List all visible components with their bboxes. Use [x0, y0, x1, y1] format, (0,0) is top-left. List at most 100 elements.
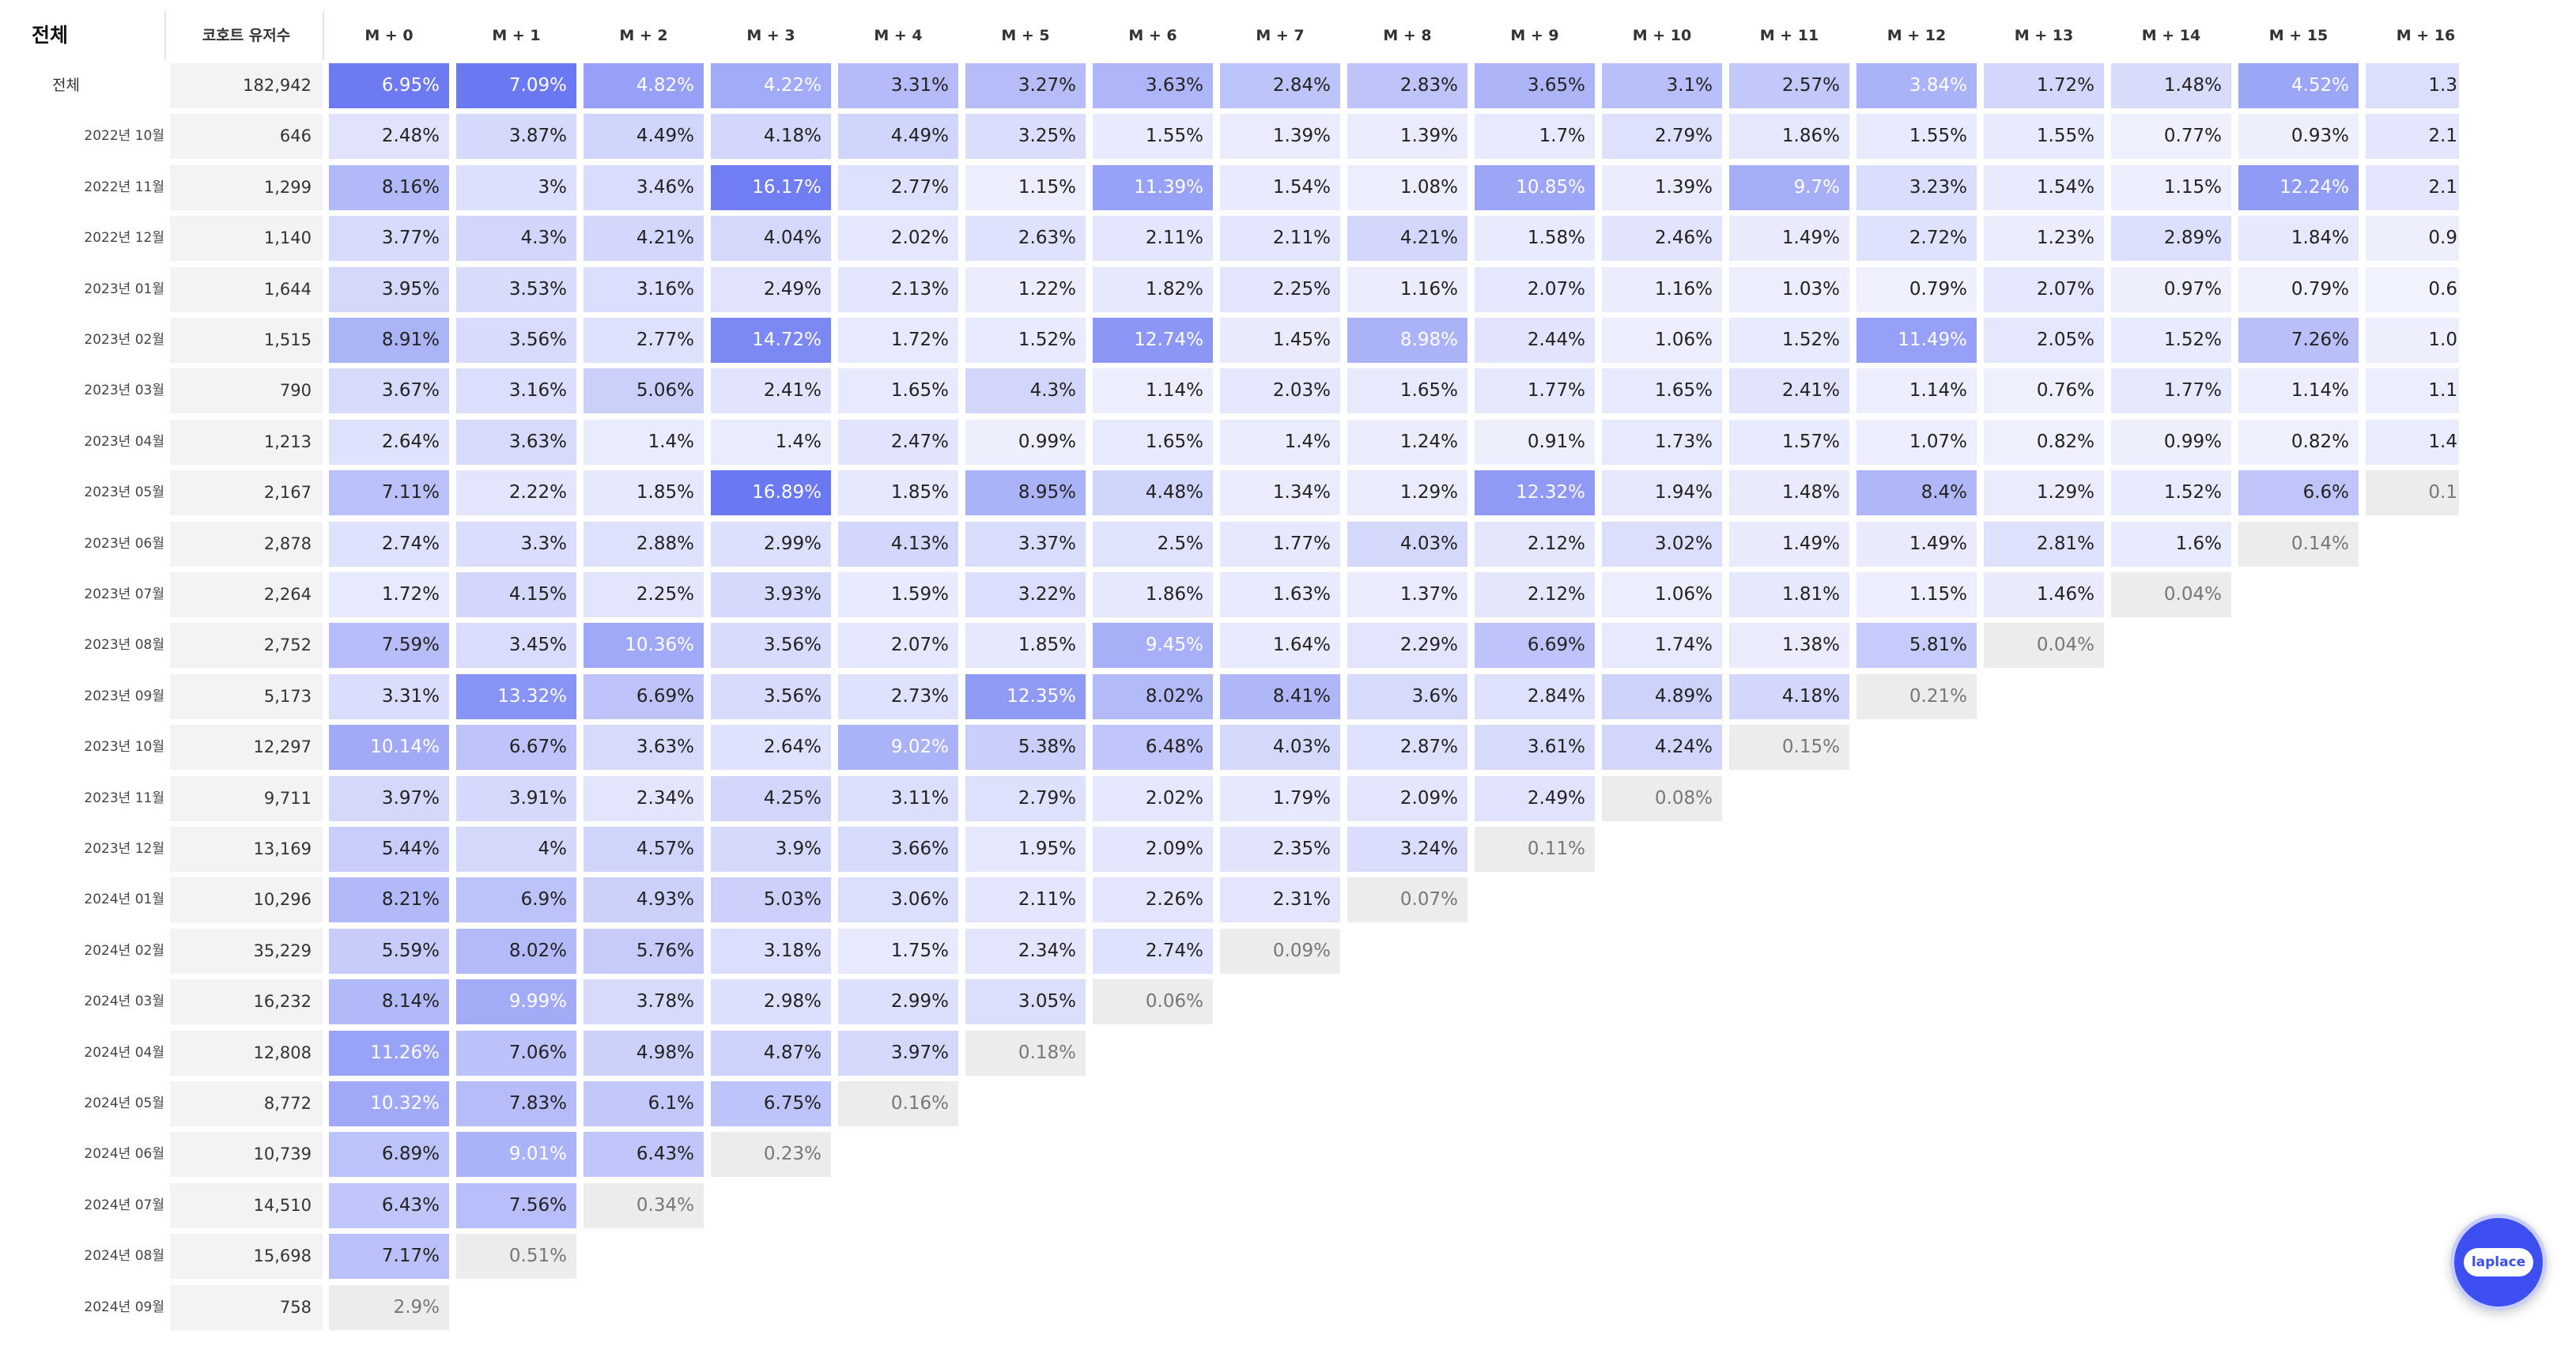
retention-cell: 2.12%: [1475, 572, 1595, 617]
retention-cell: 14.72%: [711, 318, 831, 363]
column-header: M + 6: [1128, 27, 1177, 44]
retention-cell: 2.1: [2366, 114, 2459, 160]
retention-cell: 3.56%: [711, 623, 831, 669]
retention-cell: 1.16%: [1347, 266, 1467, 312]
cohort-count: 12,808: [170, 1030, 323, 1076]
retention-cell: 0.15%: [1729, 725, 1849, 771]
retention-cell: 1.39%: [1347, 114, 1467, 160]
retention-cell: 0.23%: [711, 1132, 831, 1178]
retention-cell: 2.03%: [1220, 368, 1340, 414]
retention-cell: 1.6%: [2111, 521, 2231, 567]
retention-cell: 7.83%: [456, 1081, 576, 1126]
retention-cell: 1.08%: [1347, 164, 1467, 210]
retention-cell: 3.56%: [456, 318, 576, 363]
header-divider: [164, 11, 166, 60]
column-header: M + 14: [2141, 27, 2201, 44]
retention-cell: 3.31%: [329, 673, 449, 719]
column-header: M + 0: [364, 27, 414, 44]
retention-cell: 3.56%: [711, 673, 831, 719]
retention-cell: 1.06%: [1602, 318, 1722, 363]
retention-cell: 5.76%: [584, 928, 704, 974]
retention-cell: 4.25%: [711, 775, 831, 821]
retention-cell: 2.05%: [1984, 318, 2104, 363]
retention-cell: 10.32%: [329, 1081, 449, 1126]
retention-cell: 2.89%: [2111, 216, 2231, 262]
retention-cell: 1.55%: [1856, 114, 1977, 160]
retention-cell: 1.82%: [1093, 266, 1213, 312]
retention-cell: 7.56%: [456, 1182, 576, 1228]
retention-cell: 0.08%: [1602, 775, 1722, 821]
retention-cell: 1.29%: [1984, 470, 2104, 516]
retention-cell: 4.18%: [1729, 673, 1849, 719]
retention-cell: 4.57%: [584, 827, 704, 872]
retention-cell: 0.14%: [2238, 521, 2359, 567]
retention-cell: 1.65%: [838, 368, 958, 414]
retention-cell: 1.39%: [1220, 114, 1340, 160]
retention-cell: 2.13%: [838, 266, 958, 312]
retention-cell: 1.95%: [965, 827, 1086, 872]
row-label: 2022년 12월: [84, 230, 164, 247]
retention-cell: 2.5%: [1093, 521, 1213, 567]
retention-cell: 1.75%: [838, 928, 958, 974]
retention-cell: 9.99%: [456, 979, 576, 1025]
retention-cell: 11.39%: [1093, 164, 1213, 210]
retention-cell: 7.59%: [329, 623, 449, 669]
retention-cell: 0.82%: [1984, 419, 2104, 465]
retention-cell: 3.27%: [965, 63, 1086, 108]
column-header: M + 9: [1510, 27, 1559, 44]
retention-cell: 0.21%: [1856, 673, 1977, 719]
retention-cell: 3.45%: [456, 623, 576, 669]
retention-cell: 16.17%: [711, 164, 831, 210]
retention-cell: 3.16%: [584, 266, 704, 312]
retention-cell: 4.21%: [1347, 216, 1467, 262]
retention-cell: 4%: [456, 827, 576, 872]
cohort-count: 16,232: [170, 979, 323, 1025]
retention-cell: 2.48%: [329, 114, 449, 160]
retention-cell: 2.09%: [1093, 827, 1213, 872]
retention-cell: 2.31%: [1220, 877, 1340, 923]
retention-cell: 3.65%: [1475, 63, 1595, 108]
retention-cell: 3.18%: [711, 928, 831, 974]
retention-cell: 1.77%: [1475, 368, 1595, 414]
cohort-count: 35,229: [170, 928, 323, 974]
chat-button[interactable]: laplace: [2450, 1214, 2547, 1310]
cohort-count: 12,297: [170, 725, 323, 771]
retention-cell: 3.97%: [838, 1030, 958, 1076]
column-header: M + 15: [2268, 27, 2329, 44]
column-header: M + 12: [1887, 27, 1947, 44]
retention-cell: 3.9%: [711, 827, 831, 872]
retention-cell: 12.74%: [1093, 318, 1213, 363]
retention-cell: 1.77%: [1220, 521, 1340, 567]
retention-cell: 3.66%: [838, 827, 958, 872]
retention-cell: 0.06%: [1093, 979, 1213, 1025]
cohort-count: 5,173: [170, 673, 323, 719]
retention-cell: 1.72%: [838, 318, 958, 363]
retention-cell: 1.65%: [1347, 368, 1467, 414]
row-label: 2023년 06월: [84, 535, 164, 552]
retention-cell: 3.53%: [456, 266, 576, 312]
row-label: 2023년 09월: [84, 688, 164, 704]
column-header: M + 8: [1383, 27, 1432, 44]
retention-cell: 3.63%: [1093, 63, 1213, 108]
retention-cell: 5.38%: [965, 725, 1086, 771]
retention-cell: 3.11%: [838, 775, 958, 821]
retention-cell: 0.09%: [1220, 928, 1340, 974]
retention-cell: 1.23%: [1984, 216, 2104, 262]
retention-cell: 7.09%: [456, 63, 576, 108]
retention-cell: 2.49%: [711, 266, 831, 312]
retention-cell: 2.02%: [838, 216, 958, 262]
cohort-count: 8,772: [170, 1081, 323, 1126]
cohort-table: 전체 코호트 유저수 M + 0 M + 1 M + 2 M + 3 M + 4 M + 5 M…: [32, 11, 2459, 1330]
retention-cell: 1.06%: [1602, 572, 1722, 617]
retention-cell: 3.91%: [456, 775, 576, 821]
retention-cell: 0.11%: [1475, 827, 1595, 872]
retention-cell: 2.81%: [1984, 521, 2104, 567]
retention-cell: 7.06%: [456, 1030, 576, 1076]
retention-cell: 0.16%: [838, 1081, 958, 1126]
retention-cell: 0.76%: [1984, 368, 2104, 414]
retention-cell: 4.15%: [456, 572, 576, 617]
retention-cell: 2.11%: [1093, 216, 1213, 262]
retention-cell: 9.01%: [456, 1132, 576, 1178]
retention-cell: 2.26%: [1093, 877, 1213, 923]
retention-cell: 1.54%: [1984, 164, 2104, 210]
